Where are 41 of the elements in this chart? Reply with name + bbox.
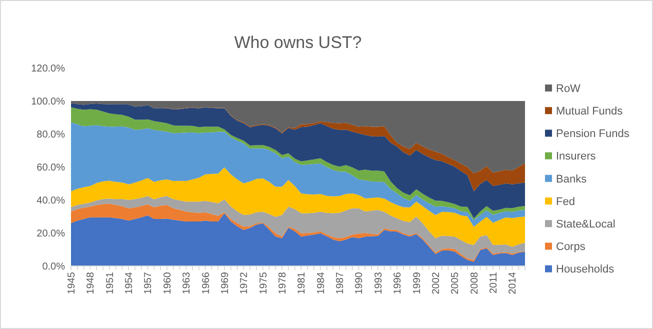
y-tick-label: 100.0% bbox=[31, 96, 66, 108]
y-tick-label: 40.0% bbox=[36, 196, 66, 206]
x-tick-label: 1951 bbox=[104, 272, 116, 294]
x-tick-label: 1963 bbox=[182, 272, 193, 294]
x-tick-label: 1960 bbox=[162, 272, 174, 294]
legend-label: State&Local bbox=[556, 218, 616, 230]
x-tick-label: 1990 bbox=[354, 272, 366, 294]
x-tick-label: 1999 bbox=[412, 272, 423, 294]
x-tick-label: 1987 bbox=[335, 272, 346, 294]
legend-label: Insurers bbox=[556, 150, 596, 163]
x-tick-label: 1975 bbox=[258, 272, 270, 294]
y-tick-label: 80.0% bbox=[36, 130, 66, 140]
legend-label: Fed bbox=[556, 196, 575, 208]
x-tick-label: 1957 bbox=[143, 272, 154, 294]
x-tick-label: 1981 bbox=[296, 272, 308, 294]
x-tick-label: 1948 bbox=[86, 272, 97, 294]
x-tick-label: 1978 bbox=[278, 272, 289, 294]
y-tick-label: 20.0% bbox=[36, 228, 66, 240]
y-tick-label: 60.0% bbox=[36, 162, 66, 174]
x-tick-label: 1972 bbox=[239, 272, 250, 294]
y-tick-label: 120.0% bbox=[31, 64, 66, 74]
x-tick-label: 1984 bbox=[316, 272, 327, 294]
x-tick-label: 1969 bbox=[220, 272, 231, 294]
legend-label: RoW bbox=[556, 82, 582, 95]
legend-label: Banks bbox=[556, 173, 588, 186]
x-tick-label: 1966 bbox=[200, 272, 212, 294]
legend-label: Households bbox=[556, 264, 615, 276]
legend-label: Corps bbox=[556, 241, 586, 254]
x-tick-label: 2014 bbox=[508, 272, 519, 294]
x-tick-label: 1954 bbox=[124, 272, 136, 294]
y-tick-label: 0.0% bbox=[42, 262, 66, 272]
chart-title: Who owns UST? bbox=[234, 33, 362, 52]
x-tick-label: 2002 bbox=[430, 272, 442, 294]
x-tick-label: 2005 bbox=[450, 272, 462, 294]
x-tick-label: 1945 bbox=[66, 272, 78, 294]
x-tick-label: 2008 bbox=[469, 272, 480, 294]
x-tick-label: 1993 bbox=[373, 272, 384, 294]
legend-label: Pension Funds bbox=[556, 128, 630, 140]
legend-label: Mutual Funds bbox=[556, 105, 624, 118]
x-tick-label: 2011 bbox=[488, 272, 500, 294]
x-tick-label: 1996 bbox=[392, 272, 404, 294]
